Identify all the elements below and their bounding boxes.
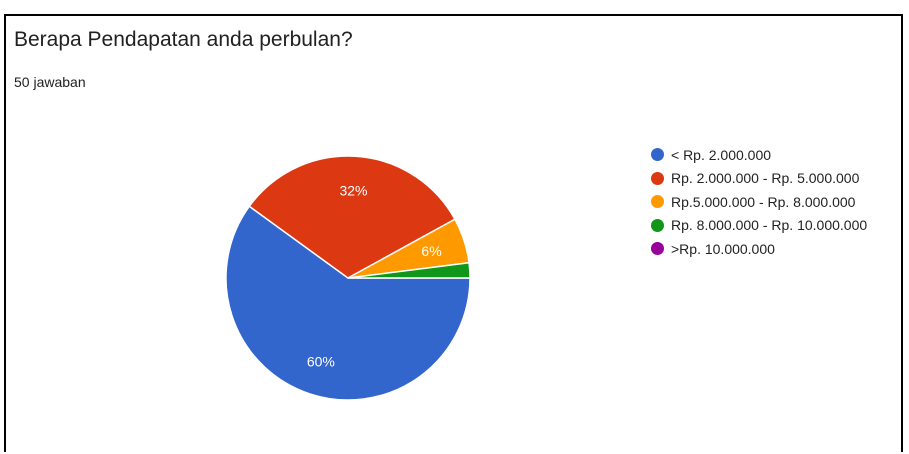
legend-swatch-icon bbox=[651, 218, 664, 232]
legend-label: Rp.5.000.000 - Rp. 8.000.000 bbox=[671, 193, 856, 210]
legend-swatch-icon bbox=[651, 195, 664, 209]
response-count: 50 jawaban bbox=[14, 74, 86, 90]
legend-label: Rp. 2.000.000 - Rp. 5.000.000 bbox=[671, 170, 860, 187]
pie-label-2: 6% bbox=[421, 243, 441, 259]
legend-swatch-icon bbox=[651, 242, 664, 256]
legend-swatch-icon bbox=[651, 148, 664, 162]
legend-label: < Rp. 2.000.000 bbox=[671, 146, 772, 163]
legend-item-4[interactable]: >Rp. 10.000.000 bbox=[651, 237, 867, 261]
legend-item-3[interactable]: Rp. 8.000.000 - Rp. 10.000.000 bbox=[651, 214, 867, 238]
legend-item-1[interactable]: Rp. 2.000.000 - Rp. 5.000.000 bbox=[651, 167, 867, 191]
chart-title: Berapa Pendapatan anda perbulan? bbox=[14, 28, 353, 51]
legend-label: Rp. 8.000.000 - Rp. 10.000.000 bbox=[671, 217, 868, 234]
legend-swatch-icon bbox=[651, 171, 664, 185]
pie-label-0: 60% bbox=[307, 354, 335, 370]
pie-slice-0[interactable] bbox=[225, 205, 471, 401]
chart-legend: < Rp. 2.000.000 Rp. 2.000.000 - Rp. 5.000… bbox=[651, 143, 867, 261]
pie-label-1: 32% bbox=[339, 182, 367, 198]
legend-item-2[interactable]: Rp.5.000.000 - Rp. 8.000.000 bbox=[651, 190, 867, 214]
legend-item-0[interactable]: < Rp. 2.000.000 bbox=[651, 143, 867, 167]
pie-slice-1[interactable] bbox=[248, 155, 456, 279]
chart-frame bbox=[4, 14, 903, 452]
pie-slice-3[interactable] bbox=[347, 261, 471, 279]
legend-label: >Rp. 10.000.000 bbox=[671, 240, 775, 257]
